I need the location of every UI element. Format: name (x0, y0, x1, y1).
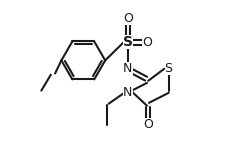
Text: O: O (142, 36, 152, 49)
Text: O: O (123, 12, 133, 25)
Text: S: S (123, 35, 133, 49)
Text: S: S (165, 62, 173, 75)
Text: O: O (143, 118, 153, 131)
Text: N: N (123, 62, 133, 75)
Text: N: N (123, 86, 133, 99)
